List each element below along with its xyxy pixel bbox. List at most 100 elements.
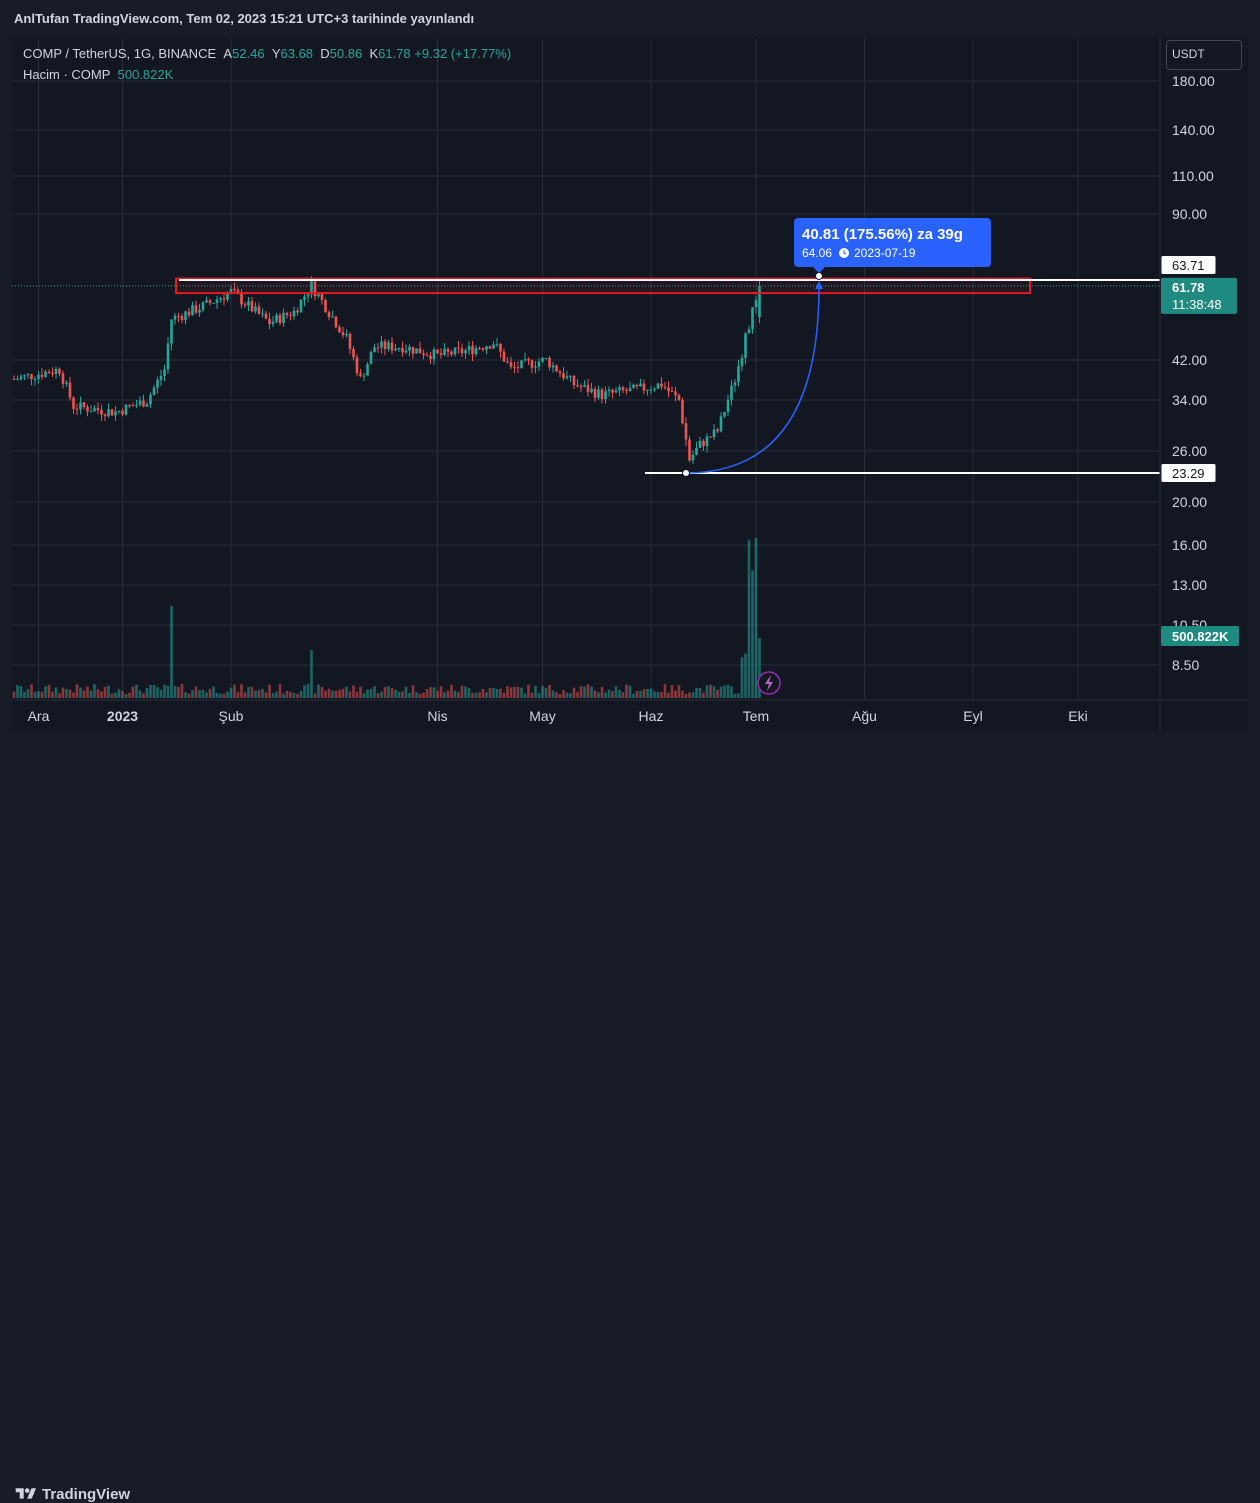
volume-bar bbox=[369, 689, 373, 698]
symbol-legend[interactable]: COMP / TetherUS, 1G, BINANCE A52.46 Y63.… bbox=[23, 46, 511, 61]
volume-bar bbox=[621, 692, 625, 698]
candle-body bbox=[614, 390, 618, 393]
candle-body bbox=[250, 301, 254, 312]
volume-bar bbox=[198, 690, 201, 698]
candle-body bbox=[226, 292, 229, 300]
candle-body bbox=[33, 378, 37, 380]
candle-body bbox=[201, 302, 205, 310]
volume-bar bbox=[681, 690, 684, 698]
candle-body bbox=[688, 439, 691, 461]
candle-body bbox=[464, 350, 467, 354]
symbol-title[interactable]: COMP / TetherUS, 1G, BINANCE bbox=[23, 46, 217, 61]
volume-bar bbox=[534, 685, 537, 698]
volume-bar bbox=[376, 693, 380, 698]
volume-bar bbox=[334, 690, 338, 698]
volume-bar bbox=[670, 685, 674, 698]
candle-body bbox=[450, 351, 453, 355]
volume-bar bbox=[572, 687, 576, 698]
volume-bar bbox=[516, 686, 520, 698]
volume-bar bbox=[79, 687, 82, 698]
candle-body bbox=[474, 348, 478, 355]
volume-bar bbox=[663, 684, 667, 698]
candle-body bbox=[275, 315, 278, 322]
volume-bar bbox=[47, 684, 51, 698]
low-label: D bbox=[320, 46, 330, 61]
candle-body bbox=[621, 387, 625, 391]
candle-body bbox=[54, 368, 58, 374]
volume-bar bbox=[86, 686, 89, 698]
volume-bar bbox=[271, 693, 275, 698]
volume-bar bbox=[509, 687, 513, 698]
volume-bar bbox=[201, 689, 205, 698]
candle-body bbox=[159, 375, 163, 380]
candle-body bbox=[488, 346, 492, 349]
candle-body bbox=[198, 309, 201, 313]
volume-bar bbox=[110, 693, 114, 698]
volume-bar bbox=[320, 686, 324, 698]
price-chart[interactable]: 40.81 (175.56%) za 39g 64.06 2023-07-19 8.… bbox=[0, 0, 1260, 778]
volume-bar bbox=[96, 689, 100, 698]
volume-bar bbox=[555, 692, 558, 698]
currency-button[interactable]: USDT bbox=[1166, 40, 1242, 70]
volume-bar bbox=[432, 687, 436, 698]
volume-bar bbox=[338, 689, 341, 698]
candle-body bbox=[541, 358, 544, 362]
resistance-price-tag: 63.71 bbox=[1172, 258, 1205, 273]
candle-body bbox=[138, 400, 142, 405]
candle-body bbox=[131, 405, 135, 407]
volume-bar bbox=[425, 689, 429, 698]
volume-bar bbox=[355, 691, 359, 698]
candle-body bbox=[723, 411, 726, 417]
candle-body bbox=[674, 391, 677, 396]
candle-body bbox=[394, 348, 397, 351]
candle-body bbox=[436, 349, 439, 354]
volume-bar bbox=[628, 685, 632, 698]
volume-bar bbox=[75, 684, 79, 698]
candle-body bbox=[492, 344, 495, 349]
candle-body bbox=[639, 383, 642, 387]
candle-body bbox=[44, 371, 47, 377]
tradingview-brand[interactable]: TradingView bbox=[42, 1486, 131, 1503]
volume-bar bbox=[485, 692, 488, 698]
volume-bar bbox=[23, 691, 26, 698]
volume-bar bbox=[243, 692, 247, 698]
volume-bar bbox=[415, 692, 418, 698]
volume-bar bbox=[709, 684, 712, 698]
volume-bar bbox=[639, 690, 642, 698]
volume-bar bbox=[439, 686, 443, 698]
candle-body bbox=[663, 386, 667, 388]
candle-body bbox=[117, 410, 121, 412]
volume-legend[interactable]: Hacim · COMP 500.822K bbox=[23, 67, 173, 82]
volume-bar bbox=[51, 691, 54, 698]
volume-bar bbox=[394, 689, 397, 698]
candle-body bbox=[65, 382, 68, 384]
volume-bar bbox=[677, 685, 681, 698]
candle-body bbox=[516, 367, 520, 369]
volume-bar bbox=[268, 684, 271, 698]
volume-bar bbox=[135, 684, 138, 698]
candle-body bbox=[135, 404, 138, 406]
candle-body bbox=[502, 351, 506, 362]
price-tick-label: 26.00 bbox=[1172, 443, 1207, 459]
volume-price-tag: 500.822K bbox=[1172, 629, 1229, 644]
candle-body bbox=[229, 288, 233, 293]
candle-body bbox=[544, 357, 548, 359]
candle-body bbox=[86, 407, 89, 412]
candle-body bbox=[597, 389, 600, 398]
volume-bar bbox=[229, 687, 233, 698]
candle-body bbox=[194, 305, 198, 313]
time-tick-label: Şub bbox=[219, 708, 244, 724]
volume-bar bbox=[345, 686, 348, 698]
candle-body bbox=[296, 310, 299, 313]
candle-body bbox=[247, 301, 250, 306]
volume-bar bbox=[747, 539, 751, 698]
volume-bar bbox=[303, 685, 306, 698]
open-label: A bbox=[223, 46, 233, 61]
volume-bar bbox=[408, 693, 411, 698]
candle-body bbox=[460, 348, 464, 354]
candle-body bbox=[628, 387, 632, 392]
volume-bar bbox=[478, 692, 481, 698]
candle-body bbox=[58, 368, 61, 374]
volume-bar bbox=[44, 686, 47, 698]
close-label: K bbox=[369, 46, 379, 61]
